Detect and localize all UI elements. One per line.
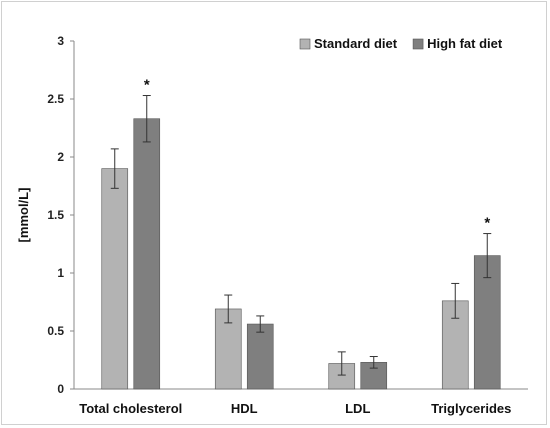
bar-standard-diet bbox=[101, 168, 129, 390]
bar-high-fat-diet bbox=[133, 118, 161, 390]
y-tick-label: 1 bbox=[57, 266, 64, 280]
legend-label: Standard diet bbox=[314, 36, 398, 51]
x-category-label: LDL bbox=[345, 401, 370, 416]
y-tick-label: 0 bbox=[57, 382, 64, 396]
y-tick-label: 2 bbox=[57, 150, 64, 164]
x-category-label: Total cholesterol bbox=[79, 401, 182, 416]
x-category-label: HDL bbox=[231, 401, 258, 416]
y-axis-title: [mmol/L] bbox=[16, 188, 31, 243]
legend-swatch bbox=[412, 38, 424, 50]
legend-label: High fat diet bbox=[427, 36, 503, 51]
y-tick-label: 2.5 bbox=[47, 92, 64, 106]
legend-swatch bbox=[299, 38, 311, 50]
x-category-label: Triglycerides bbox=[431, 401, 511, 416]
y-tick-label: 3 bbox=[57, 34, 64, 48]
bar-high-fat-diet bbox=[246, 323, 274, 390]
significance-marker: * bbox=[484, 215, 490, 232]
y-tick-label: 0.5 bbox=[47, 324, 64, 338]
significance-marker: * bbox=[144, 77, 150, 94]
y-tick-label: 1.5 bbox=[47, 208, 64, 222]
